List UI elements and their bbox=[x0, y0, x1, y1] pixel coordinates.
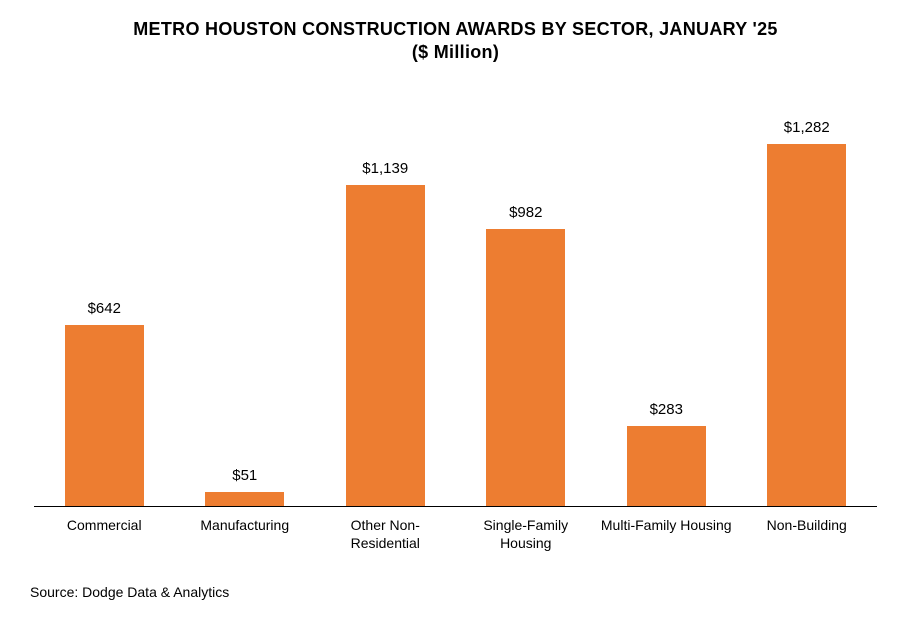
x-axis-label: Non-Building bbox=[737, 517, 878, 552]
x-axis-label: Other Non-Residential bbox=[315, 517, 456, 552]
chart-title-line1: METRO HOUSTON CONSTRUCTION AWARDS BY SEC… bbox=[28, 18, 883, 41]
x-axis-label: Multi-Family Housing bbox=[596, 517, 737, 552]
plot-area: $642 $51 $1,139 $982 $283 $1,282 bbox=[34, 87, 877, 507]
bar-column: $1,282 bbox=[737, 119, 878, 506]
chart-title-line2: ($ Million) bbox=[28, 41, 883, 64]
bar bbox=[767, 144, 846, 506]
bar-value-label: $1,282 bbox=[784, 119, 830, 136]
bar-value-label: $982 bbox=[509, 204, 542, 221]
chart-container: METRO HOUSTON CONSTRUCTION AWARDS BY SEC… bbox=[0, 0, 911, 619]
bar bbox=[205, 492, 284, 506]
x-axis-label: Manufacturing bbox=[175, 517, 316, 552]
bar-plot: $642 $51 $1,139 $982 $283 $1,282 bbox=[34, 112, 877, 507]
bar-value-label: $642 bbox=[88, 300, 121, 317]
bar-value-label: $283 bbox=[650, 401, 683, 418]
x-axis-labels: CommercialManufacturingOther Non-Residen… bbox=[34, 517, 877, 552]
bar-column: $982 bbox=[456, 204, 597, 506]
source-attribution: Source: Dodge Data & Analytics bbox=[28, 584, 883, 600]
bar-column: $1,139 bbox=[315, 160, 456, 506]
chart-title: METRO HOUSTON CONSTRUCTION AWARDS BY SEC… bbox=[28, 18, 883, 63]
bar-column: $642 bbox=[34, 300, 175, 506]
bar bbox=[486, 229, 565, 506]
x-axis-label: Single-Family Housing bbox=[456, 517, 597, 552]
bar bbox=[346, 185, 425, 506]
bar-value-label: $1,139 bbox=[362, 160, 408, 177]
bar bbox=[65, 325, 144, 506]
bar-value-label: $51 bbox=[232, 467, 257, 484]
bar bbox=[627, 426, 706, 506]
bar-column: $283 bbox=[596, 401, 737, 506]
bar-column: $51 bbox=[175, 467, 316, 506]
x-axis-label: Commercial bbox=[34, 517, 175, 552]
